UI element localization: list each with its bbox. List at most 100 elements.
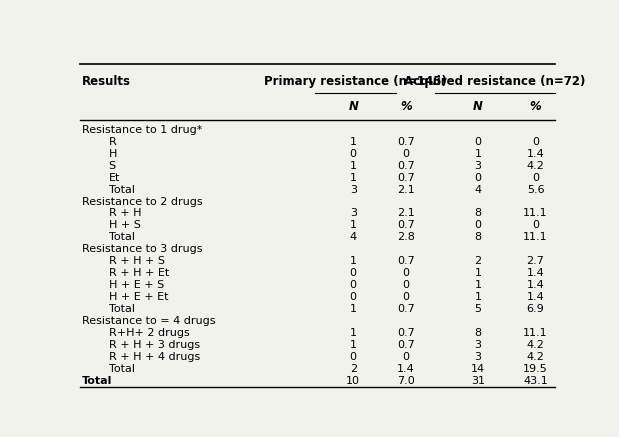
Text: H: H: [108, 149, 117, 159]
Text: 1: 1: [350, 340, 357, 350]
Text: 0: 0: [474, 220, 482, 230]
Text: 2: 2: [350, 364, 357, 374]
Text: 4.2: 4.2: [527, 340, 545, 350]
Text: 0: 0: [350, 292, 357, 302]
Text: R+H+ 2 drugs: R+H+ 2 drugs: [108, 328, 189, 338]
Text: 3: 3: [474, 340, 482, 350]
Text: N: N: [348, 100, 358, 113]
Text: 1: 1: [474, 149, 482, 159]
Text: 1.4: 1.4: [527, 292, 544, 302]
Text: 2: 2: [474, 256, 482, 266]
Text: 0: 0: [350, 352, 357, 362]
Text: 1.4: 1.4: [527, 149, 544, 159]
Text: R: R: [108, 137, 116, 147]
Text: 0: 0: [350, 268, 357, 278]
Text: 5.6: 5.6: [527, 184, 544, 194]
Text: 8: 8: [474, 208, 482, 218]
Text: 1: 1: [350, 304, 357, 314]
Text: Resistance to 3 drugs: Resistance to 3 drugs: [82, 244, 202, 254]
Text: H + E + S: H + E + S: [108, 280, 164, 290]
Text: 0.7: 0.7: [397, 328, 415, 338]
Text: 10: 10: [346, 376, 360, 386]
Text: 1: 1: [350, 137, 357, 147]
Text: Primary resistance (n=145): Primary resistance (n=145): [264, 75, 447, 87]
Text: 2.8: 2.8: [397, 232, 415, 243]
Text: 2.7: 2.7: [527, 256, 545, 266]
Text: 8: 8: [474, 328, 482, 338]
Text: 0.7: 0.7: [397, 173, 415, 183]
Text: S: S: [108, 161, 116, 171]
Text: 0: 0: [532, 137, 539, 147]
Text: 1: 1: [350, 256, 357, 266]
Text: %: %: [400, 100, 412, 113]
Text: 0: 0: [532, 220, 539, 230]
Text: 4: 4: [350, 232, 357, 243]
Text: H + S: H + S: [108, 220, 141, 230]
Text: 7.0: 7.0: [397, 376, 415, 386]
Text: Total: Total: [108, 184, 134, 194]
Text: R + H + 3 drugs: R + H + 3 drugs: [108, 340, 200, 350]
Text: 0.7: 0.7: [397, 304, 415, 314]
Text: 0: 0: [402, 268, 410, 278]
Text: 1: 1: [350, 328, 357, 338]
Text: 0: 0: [402, 280, 410, 290]
Text: 11.1: 11.1: [523, 208, 548, 218]
Text: 31: 31: [471, 376, 485, 386]
Text: 0: 0: [474, 137, 482, 147]
Text: 2.1: 2.1: [397, 184, 415, 194]
Text: 0.7: 0.7: [397, 340, 415, 350]
Text: Acquired resistance (n=72): Acquired resistance (n=72): [404, 75, 586, 87]
Text: 0: 0: [402, 292, 410, 302]
Text: 4.2: 4.2: [527, 352, 545, 362]
Text: 1: 1: [350, 173, 357, 183]
Text: 1: 1: [474, 280, 482, 290]
Text: %: %: [530, 100, 542, 113]
Text: 0: 0: [402, 149, 410, 159]
Text: 0: 0: [402, 352, 410, 362]
Text: Et: Et: [108, 173, 120, 183]
Text: Total: Total: [108, 304, 134, 314]
Text: 0.7: 0.7: [397, 220, 415, 230]
Text: 1: 1: [350, 220, 357, 230]
Text: Total: Total: [82, 376, 113, 386]
Text: Resistance to 2 drugs: Resistance to 2 drugs: [82, 197, 203, 207]
Text: 5: 5: [474, 304, 482, 314]
Text: 3: 3: [474, 352, 482, 362]
Text: 0: 0: [350, 149, 357, 159]
Text: 8: 8: [474, 232, 482, 243]
Text: Total: Total: [108, 364, 134, 374]
Text: 0.7: 0.7: [397, 256, 415, 266]
Text: 1.4: 1.4: [527, 268, 544, 278]
Text: 1: 1: [474, 268, 482, 278]
Text: R + H + 4 drugs: R + H + 4 drugs: [108, 352, 200, 362]
Text: 3: 3: [350, 184, 357, 194]
Text: 11.1: 11.1: [523, 232, 548, 243]
Text: Resistance to 1 drug*: Resistance to 1 drug*: [82, 125, 202, 135]
Text: 4: 4: [474, 184, 482, 194]
Text: 0: 0: [474, 173, 482, 183]
Text: 3: 3: [350, 208, 357, 218]
Text: R + H: R + H: [108, 208, 141, 218]
Text: 0.7: 0.7: [397, 161, 415, 171]
Text: 1: 1: [350, 161, 357, 171]
Text: Resistance to = 4 drugs: Resistance to = 4 drugs: [82, 316, 215, 326]
Text: Results: Results: [82, 75, 131, 87]
Text: 19.5: 19.5: [523, 364, 548, 374]
Text: 0: 0: [532, 173, 539, 183]
Text: 1.4: 1.4: [397, 364, 415, 374]
Text: 43.1: 43.1: [523, 376, 548, 386]
Text: H + E + Et: H + E + Et: [108, 292, 168, 302]
Text: 11.1: 11.1: [523, 328, 548, 338]
Text: 4.2: 4.2: [527, 161, 545, 171]
Text: R + H + Et: R + H + Et: [108, 268, 169, 278]
Text: N: N: [473, 100, 483, 113]
Text: 3: 3: [474, 161, 482, 171]
Text: Total: Total: [108, 232, 134, 243]
Text: 1.4: 1.4: [527, 280, 544, 290]
Text: R + H + S: R + H + S: [108, 256, 165, 266]
Text: 14: 14: [471, 364, 485, 374]
Text: 0.7: 0.7: [397, 137, 415, 147]
Text: 6.9: 6.9: [527, 304, 544, 314]
Text: 1: 1: [474, 292, 482, 302]
Text: 0: 0: [350, 280, 357, 290]
